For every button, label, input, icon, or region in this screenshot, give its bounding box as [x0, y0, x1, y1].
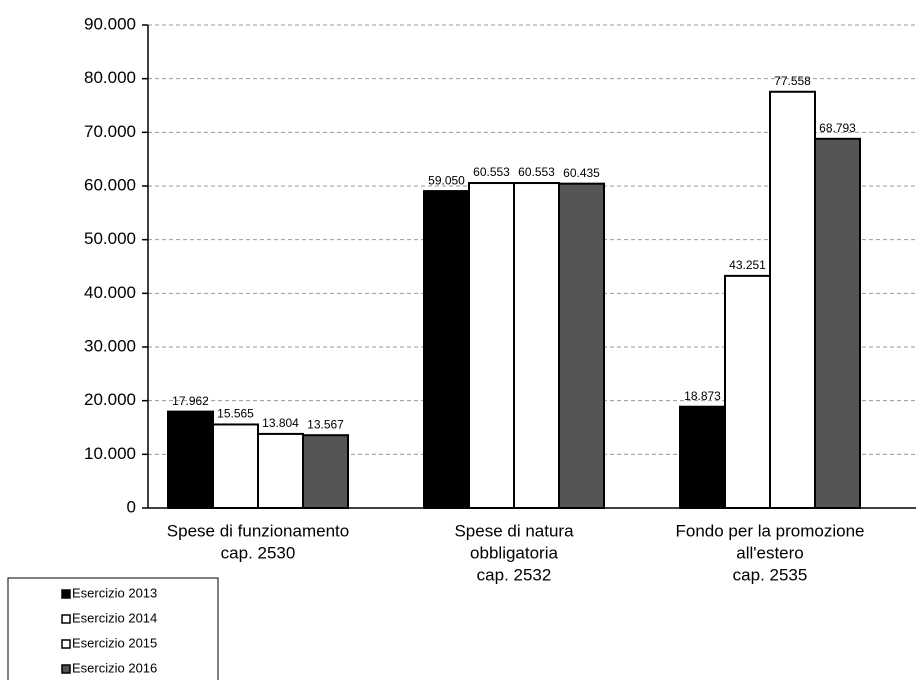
legend-box [7, 577, 219, 680]
x-tick-label: Fondo per la promozione [675, 521, 864, 540]
y-tick-label: 90.000 [84, 14, 136, 33]
x-tick-label: all'estero [736, 543, 804, 562]
bar [423, 190, 470, 509]
bar [167, 410, 214, 510]
y-tick-label: 0 [127, 497, 136, 516]
y-tick-label: 50.000 [84, 229, 136, 248]
y-tick-label: 30.000 [84, 336, 136, 355]
legend-label: Esercizio 2016 [72, 660, 157, 675]
value-label: 60.553 [473, 165, 510, 179]
value-label: 13.567 [307, 417, 344, 431]
value-label: 60.435 [563, 166, 600, 180]
bar [212, 423, 259, 509]
value-label: 77.558 [774, 74, 811, 88]
x-tick-label: Spese di natura [454, 521, 574, 540]
y-tick-label: 70.000 [84, 122, 136, 141]
legend-label: Esercizio 2015 [72, 635, 157, 650]
bar [257, 432, 304, 509]
bar [724, 274, 771, 509]
y-tick-label: 60.000 [84, 175, 136, 194]
value-label: 18.873 [684, 389, 721, 403]
legend-swatch [61, 614, 71, 624]
legend-label: Esercizio 2014 [72, 610, 157, 625]
value-label: 15.565 [217, 407, 254, 421]
x-tick-label: cap. 2535 [733, 565, 808, 584]
bar [513, 182, 560, 509]
bar [769, 90, 816, 509]
bar [679, 405, 726, 510]
value-label: 59.050 [428, 173, 465, 187]
value-label: 60.553 [518, 165, 555, 179]
x-tick-label: Spese di funzionamento [167, 521, 349, 540]
x-tick-label: cap. 2532 [477, 565, 552, 584]
value-label: 13.804 [262, 416, 299, 430]
bar [814, 137, 861, 509]
value-label: 17.962 [172, 394, 209, 408]
x-tick-label: obbligatoria [470, 543, 558, 562]
legend-swatch [61, 639, 71, 649]
bar [558, 182, 605, 509]
y-tick-label: 20.000 [84, 390, 136, 409]
value-label: 43.251 [729, 258, 766, 272]
legend-swatch [61, 664, 71, 674]
y-tick-label: 10.000 [84, 444, 136, 463]
x-tick-label: cap. 2530 [221, 543, 296, 562]
legend-label: Esercizio 2013 [72, 585, 157, 600]
y-tick-label: 40.000 [84, 283, 136, 302]
value-label: 68.793 [819, 121, 856, 135]
bar [468, 182, 515, 509]
y-tick-label: 80.000 [84, 68, 136, 87]
legend-swatch [61, 589, 71, 599]
bar [302, 434, 349, 509]
